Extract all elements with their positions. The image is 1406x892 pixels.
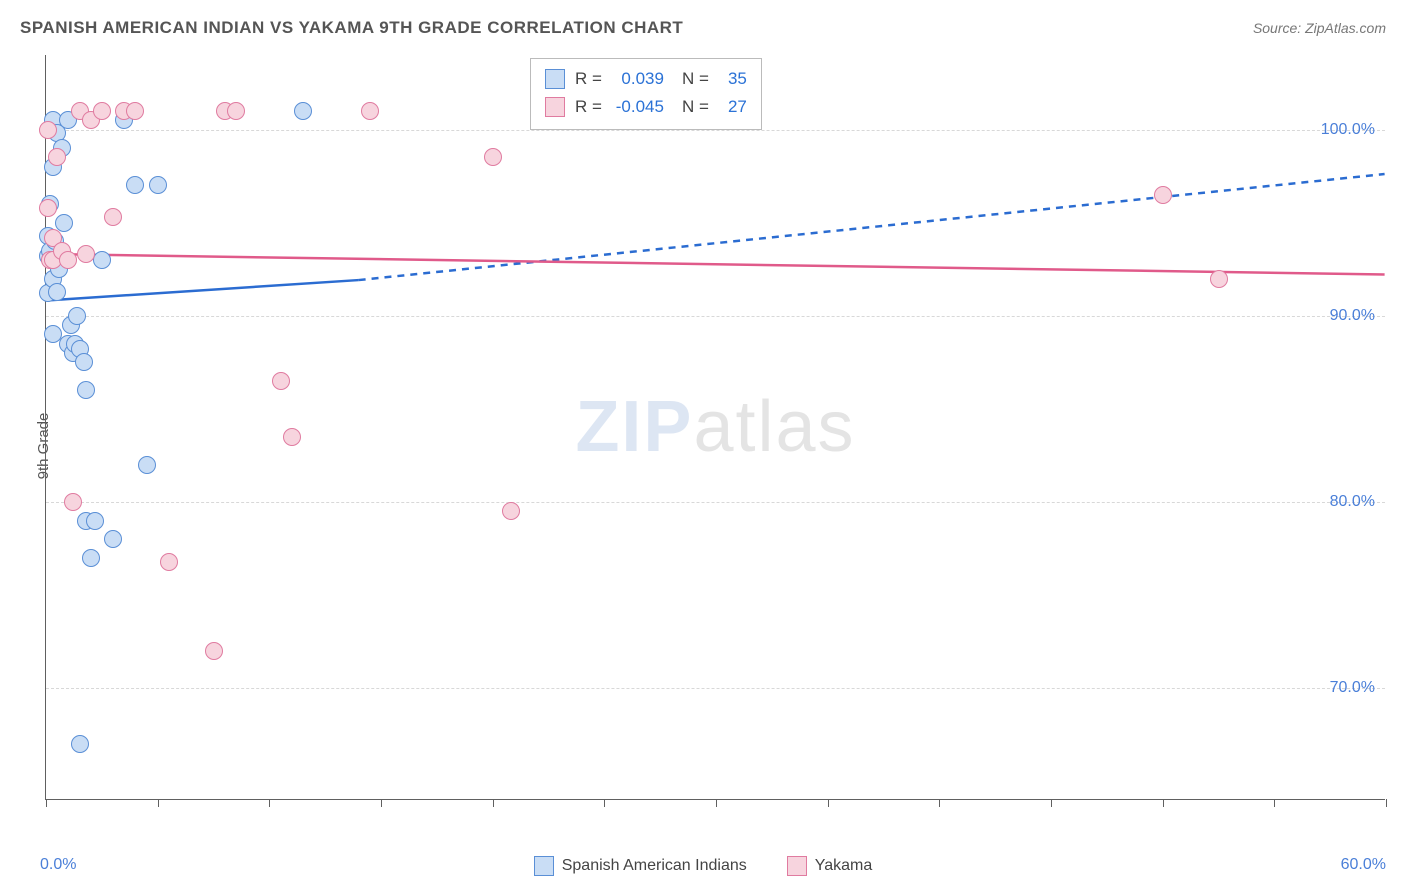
stats-legend-box: R = 0.039 N = 35 R = -0.045 N = 27: [530, 58, 762, 130]
data-point: [283, 428, 301, 446]
x-tick: [1386, 799, 1387, 807]
x-tick: [1051, 799, 1052, 807]
data-point: [1210, 270, 1228, 288]
data-point: [138, 456, 156, 474]
data-point: [272, 372, 290, 390]
bottom-legend: Spanish American Indians Yakama: [0, 856, 1406, 876]
x-tick: [381, 799, 382, 807]
watermark-rest: atlas: [693, 387, 855, 467]
trend-line: [46, 254, 1384, 274]
data-point: [39, 121, 57, 139]
legend-label: Spanish American Indians: [562, 857, 747, 875]
data-point: [64, 493, 82, 511]
n-value: 35: [719, 69, 747, 89]
x-tick: [269, 799, 270, 807]
data-point: [361, 102, 379, 120]
legend-swatch: [787, 856, 807, 876]
chart-title: SPANISH AMERICAN INDIAN VS YAKAMA 9TH GR…: [20, 18, 683, 38]
data-point: [75, 353, 93, 371]
y-tick-label: 80.0%: [1330, 493, 1375, 511]
data-point: [126, 176, 144, 194]
gridline-h: [46, 502, 1385, 503]
data-point: [48, 283, 66, 301]
trend-line: [359, 174, 1385, 280]
x-tick: [828, 799, 829, 807]
n-label: N =: [682, 97, 709, 117]
data-point: [160, 553, 178, 571]
n-label: N =: [682, 69, 709, 89]
data-point: [104, 530, 122, 548]
x-tick: [716, 799, 717, 807]
data-point: [59, 251, 77, 269]
x-tick: [158, 799, 159, 807]
data-point: [484, 148, 502, 166]
watermark: ZIPatlas: [575, 386, 855, 468]
data-point: [149, 176, 167, 194]
x-tick: [493, 799, 494, 807]
r-label: R =: [575, 97, 602, 117]
r-label: R =: [575, 69, 602, 89]
data-point: [205, 642, 223, 660]
legend-label: Yakama: [815, 857, 873, 875]
gridline-h: [46, 316, 1385, 317]
data-point: [93, 102, 111, 120]
data-point: [104, 208, 122, 226]
data-point: [1154, 186, 1172, 204]
trend-line: [46, 280, 358, 300]
data-point: [294, 102, 312, 120]
stats-row: R = 0.039 N = 35: [545, 65, 747, 93]
legend-swatch: [545, 97, 565, 117]
stats-row: R = -0.045 N = 27: [545, 93, 747, 121]
data-point: [55, 214, 73, 232]
legend-item: Spanish American Indians: [534, 856, 747, 876]
legend-swatch: [534, 856, 554, 876]
y-tick-label: 70.0%: [1330, 679, 1375, 697]
legend-item: Yakama: [787, 856, 873, 876]
y-tick-label: 100.0%: [1321, 121, 1375, 139]
plot-area: ZIPatlas 70.0% 80.0% 90.0% 100.0%: [45, 55, 1385, 800]
legend-swatch: [545, 69, 565, 89]
x-tick: [1274, 799, 1275, 807]
n-value: 27: [719, 97, 747, 117]
watermark-bold: ZIP: [575, 387, 693, 467]
x-tick: [1163, 799, 1164, 807]
x-tick: [939, 799, 940, 807]
x-tick: [46, 799, 47, 807]
source-attribution: Source: ZipAtlas.com: [1253, 20, 1386, 36]
data-point: [502, 502, 520, 520]
data-point: [77, 381, 95, 399]
gridline-h: [46, 688, 1385, 689]
y-tick-label: 90.0%: [1330, 307, 1375, 325]
data-point: [71, 735, 89, 753]
data-point: [93, 251, 111, 269]
data-point: [48, 148, 66, 166]
data-point: [126, 102, 144, 120]
data-point: [227, 102, 245, 120]
data-point: [86, 512, 104, 530]
x-tick: [604, 799, 605, 807]
data-point: [68, 307, 86, 325]
data-point: [77, 245, 95, 263]
data-point: [39, 199, 57, 217]
r-value: -0.045: [612, 97, 664, 117]
data-point: [82, 549, 100, 567]
r-value: 0.039: [612, 69, 664, 89]
